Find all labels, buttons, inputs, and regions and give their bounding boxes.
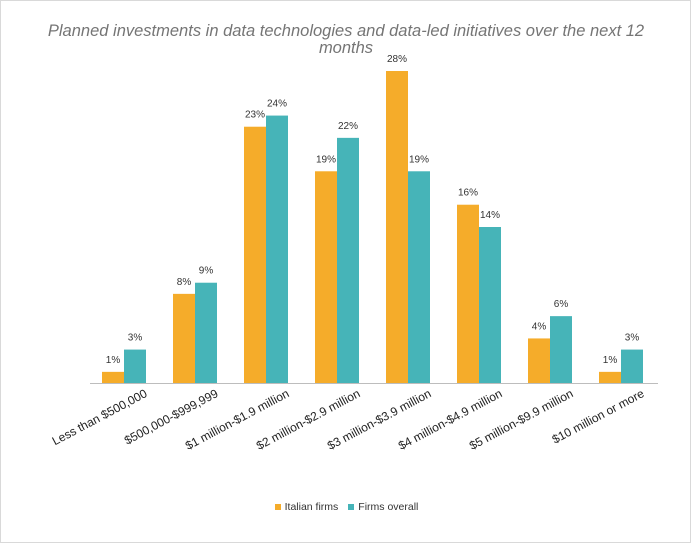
data-label-italian-firms-0: 1%: [106, 355, 121, 366]
data-label-italian-firms-2: 23%: [245, 110, 265, 121]
bar-firms-overall-5: [479, 227, 501, 383]
data-label-italian-firms-3: 19%: [316, 154, 336, 165]
data-label-firms-overall-6: 6%: [554, 299, 569, 310]
bar-italian-firms-2: [244, 126, 266, 383]
bar-italian-firms-5: [457, 204, 479, 383]
legend-swatch-italian-firms: [274, 504, 281, 510]
bar-firms-overall-0: [124, 349, 146, 383]
legend-swatch-firms-overall: [348, 504, 355, 510]
data-label-italian-firms-1: 8%: [177, 277, 192, 288]
bar-firms-overall-1: [195, 282, 217, 383]
data-label-firms-overall-5: 14%: [480, 210, 500, 221]
legend-label-firms-overall: Firms overall: [358, 501, 419, 513]
bar-firms-overall-6: [550, 316, 572, 383]
data-label-firms-overall-0: 3%: [128, 333, 143, 344]
bar-italian-firms-4: [386, 71, 408, 383]
data-label-italian-firms-5: 16%: [458, 188, 478, 199]
bar-firms-overall-3: [337, 137, 359, 383]
data-label-firms-overall-7: 3%: [625, 333, 640, 344]
data-label-italian-firms-4: 28%: [387, 54, 407, 65]
data-label-firms-overall-2: 24%: [267, 99, 287, 110]
bar-italian-firms-6: [528, 338, 550, 383]
data-label-firms-overall-1: 9%: [199, 266, 214, 277]
bar-firms-overall-7: [621, 349, 643, 383]
bar-italian-firms-1: [173, 293, 195, 383]
bar-firms-overall-4: [408, 171, 430, 383]
bar-italian-firms-3: [315, 171, 337, 383]
data-label-firms-overall-4: 19%: [409, 154, 429, 165]
bar-italian-firms-7: [599, 371, 621, 383]
legend-item-italian-firms: Italian firms: [274, 501, 339, 513]
legend-item-firms-overall: Firms overall: [348, 501, 418, 513]
data-label-firms-overall-3: 22%: [338, 121, 358, 132]
bar-firms-overall-2: [266, 115, 288, 384]
bar-italian-firms-0: [102, 371, 124, 383]
data-label-italian-firms-7: 1%: [603, 355, 618, 366]
legend-label-italian-firms: Italian firms: [284, 501, 339, 513]
chart-title: Planned investments in data technologies…: [47, 22, 645, 57]
chart-plot: 1%3%Less than $500,0008%9%$500,000-$999,…: [50, 54, 658, 453]
chart-legend: Italian firms Firms overall: [1, 501, 691, 513]
data-label-italian-firms-6: 4%: [532, 321, 547, 332]
